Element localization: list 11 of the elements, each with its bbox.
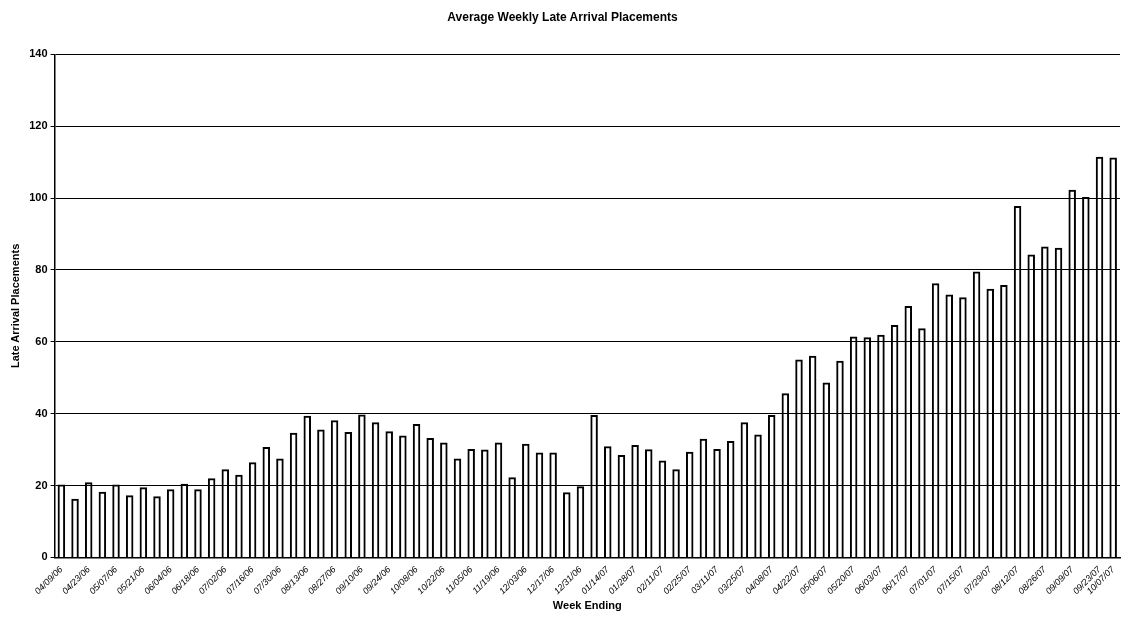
y-tick-label: 140	[29, 47, 48, 60]
y-axis-title: Late Arrival Placements	[8, 243, 21, 369]
y-tick-label: 0	[41, 550, 48, 563]
chart-title: Average Weekly Late Arrival Placements	[447, 9, 678, 24]
x-axis-title: Week Ending	[552, 599, 622, 612]
y-tick-label: 120	[29, 119, 48, 132]
y-tick-label: 80	[35, 263, 48, 275]
y-tick-label: 60	[35, 334, 48, 347]
y-tick-label: 20	[35, 478, 48, 491]
y-tick-label: 100	[29, 191, 48, 204]
y-tick-label: 40	[35, 406, 48, 419]
